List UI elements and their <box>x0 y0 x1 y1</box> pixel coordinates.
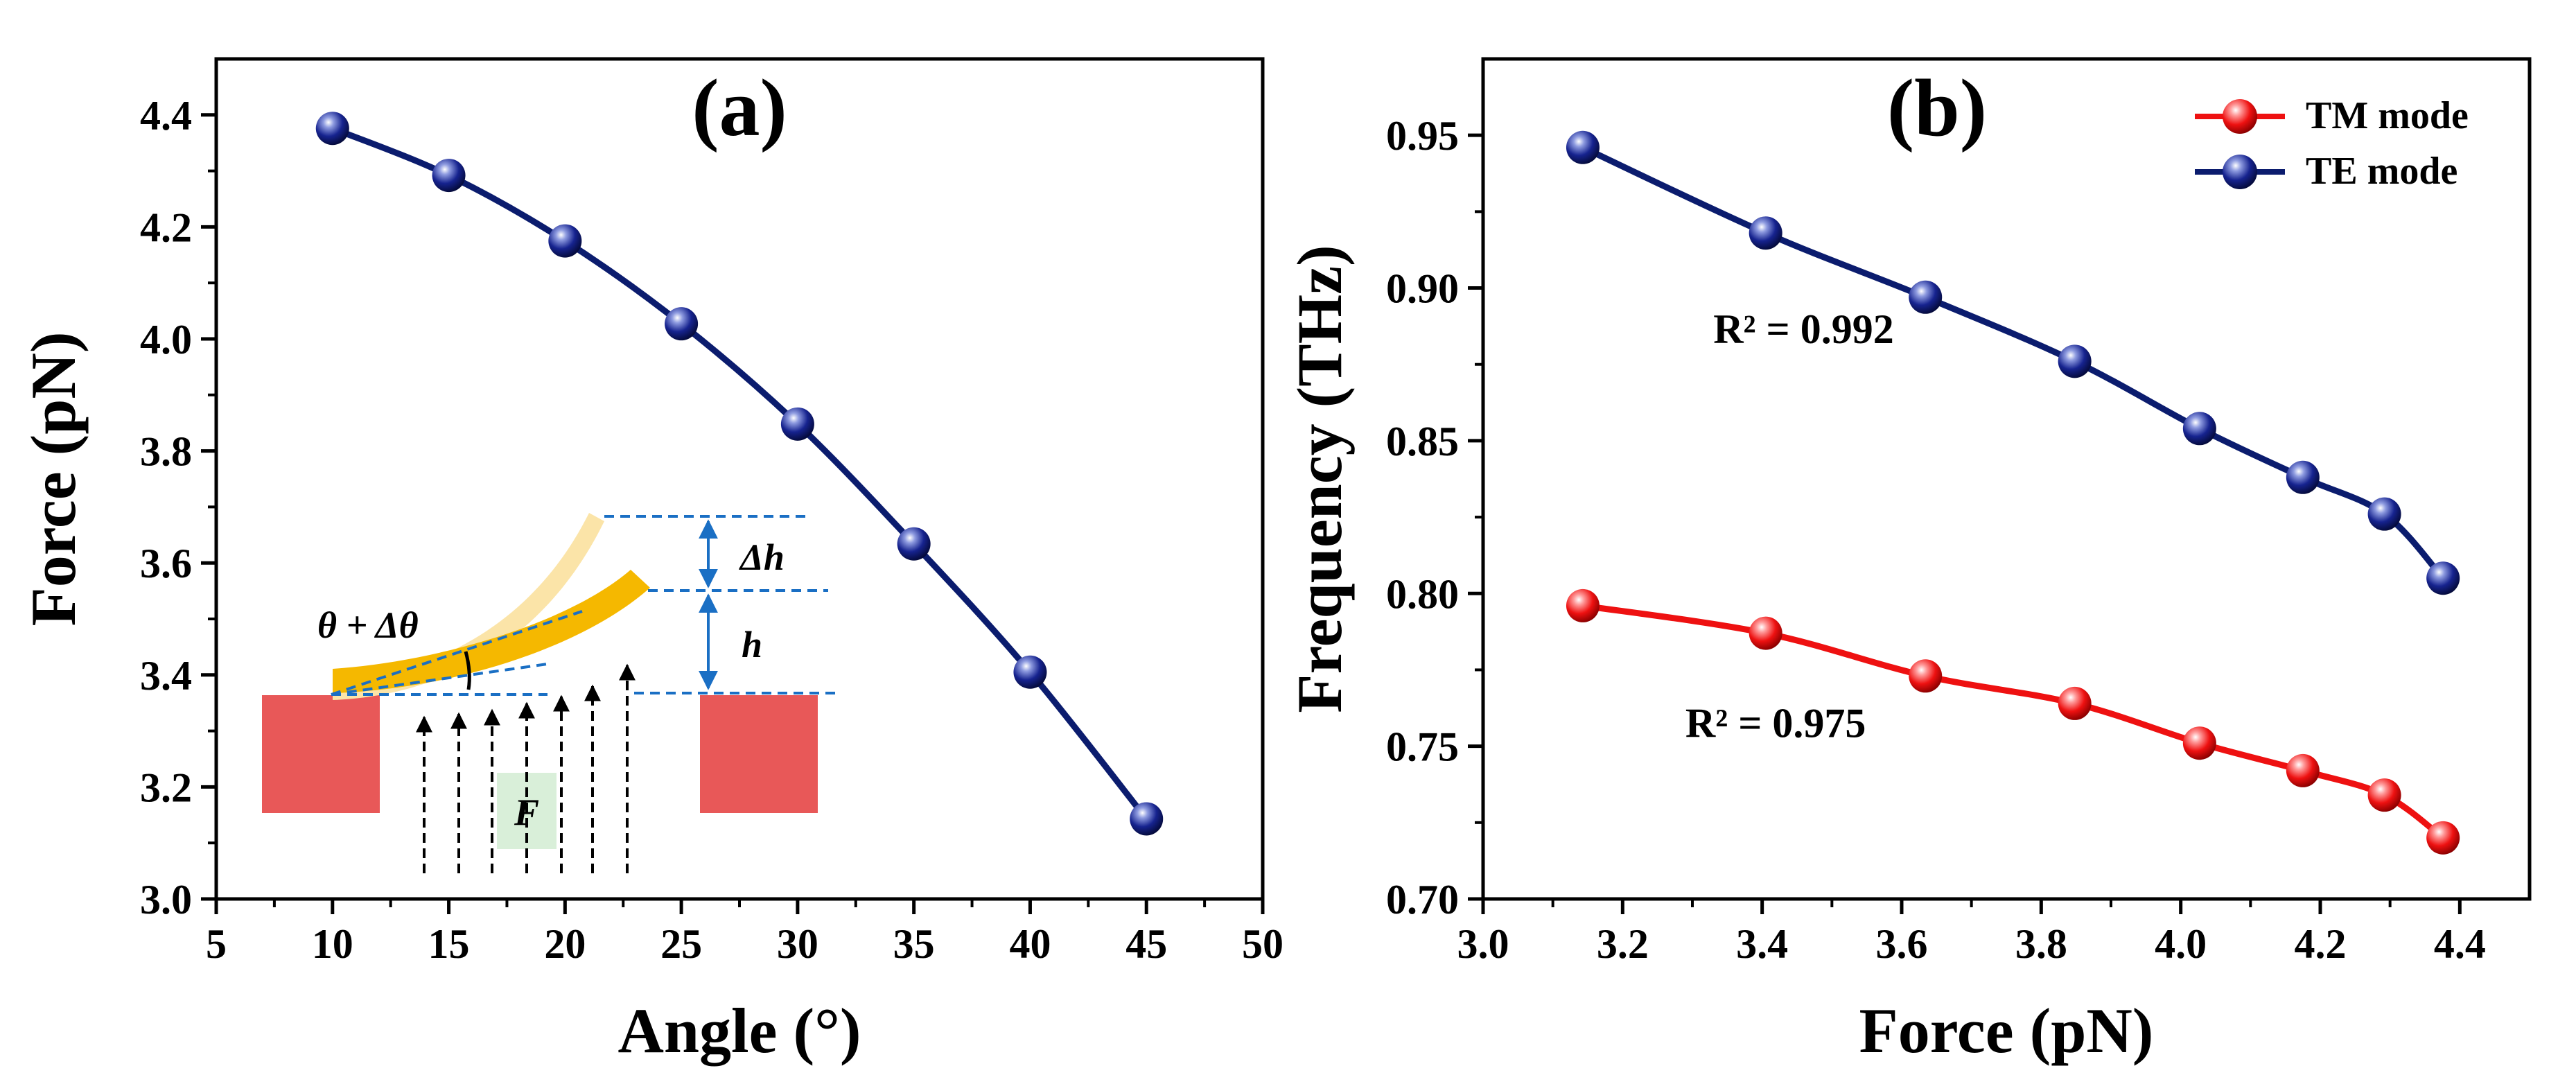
panel-a-x-tick-label: 25 <box>660 921 702 967</box>
panel-b-r-squared-annotation: R² = 0.975 <box>1685 700 1866 746</box>
h-label: h <box>742 624 762 665</box>
panel-b-ticks <box>1468 133 2462 914</box>
panel-a-series-point <box>665 307 699 341</box>
panel-a-y-tick-label: 3.8 <box>140 429 192 475</box>
force-label: F <box>514 792 539 833</box>
panel-a-frame <box>214 57 1265 901</box>
panel-a-series-point <box>432 159 466 193</box>
panel-a-y-tick-label: 4.0 <box>140 317 192 362</box>
panel-a-y-tick-label: 4.2 <box>140 204 192 250</box>
panel-b-x-tick-label: 3.0 <box>1457 921 1509 967</box>
panel-b-te-mode-point <box>2367 497 2401 531</box>
panel-b-te-mode-point <box>2426 561 2460 595</box>
angle-label: θ + Δθ <box>317 604 419 646</box>
panel-a-x-axis-label: Angle (°) <box>617 995 861 1066</box>
panel-b-x-tick-label: 3.2 <box>1597 921 1649 967</box>
panel-a-label: (a) <box>692 62 787 153</box>
cantilever-schematic: θ + Δθ Δh h F <box>262 513 839 873</box>
panel-b-y-tick-label: 0.95 <box>1386 113 1459 159</box>
panel-b-annotations: R² = 0.992 R² = 0.975 <box>1685 306 1894 746</box>
legend-tm-label: TM mode <box>2306 94 2469 137</box>
panel-b-tm-mode-point <box>2286 753 2320 787</box>
panel-a-x-tick-label: 50 <box>1242 921 1283 967</box>
panel-a-series-point <box>1013 655 1047 689</box>
panel-b-tm-mode-point <box>2367 778 2401 812</box>
beam <box>333 570 650 693</box>
left-support-block <box>262 695 380 813</box>
panel-b-y-tick-label: 0.70 <box>1386 877 1459 923</box>
panel-b-tm-mode-point <box>1566 588 1600 622</box>
panel-a-series <box>315 112 1164 836</box>
tangent-guide <box>331 610 583 696</box>
panel-a-y-tick-label: 3.4 <box>140 653 192 699</box>
panel-b-te-mode-point <box>2058 344 2092 378</box>
panel-b-y-tick-label: 0.80 <box>1386 571 1459 617</box>
panel-a-x-tick-label: 20 <box>544 921 586 967</box>
panel-a-series-point <box>897 527 931 561</box>
panel-a-y-tick-label: 3.2 <box>140 764 192 810</box>
panel-b-x-tick-label: 4.0 <box>2155 921 2207 967</box>
panel-a-x-tick-label: 35 <box>893 921 935 967</box>
panel-b-y-tick-label: 0.90 <box>1386 266 1459 312</box>
panel-b-tm-mode-point <box>2182 726 2216 760</box>
panel-a: 5 10 15 20 25 30 35 40 45 50 3.0 3.2 3.4 3.6 3.8 4.0 4.2… <box>18 57 1283 1066</box>
panel-b-y-axis-label: Frequency (THz) <box>1284 245 1355 713</box>
panel-a-x-tick-label: 30 <box>777 921 818 967</box>
panel-b-tm-mode-point <box>1749 616 1782 650</box>
panel-b-x-tick-label: 3.8 <box>2015 921 2067 967</box>
panel-b-x-tick-label: 4.2 <box>2295 921 2347 967</box>
panel-a-x-tick-label: 45 <box>1125 921 1167 967</box>
panel-a-x-tick-label: 10 <box>312 921 353 967</box>
panel-a-x-tick-label: 40 <box>1009 921 1051 967</box>
right-support-block <box>700 695 818 813</box>
panel-b-label: (b) <box>1887 62 1987 153</box>
panel-b-x-tick-label: 3.6 <box>1876 921 1928 967</box>
panel-a-y-tick-label: 3.6 <box>140 541 192 586</box>
panel-b-r-squared-annotation: R² = 0.992 <box>1713 306 1894 352</box>
panel-b-tick-labels: 3.0 3.2 3.4 3.6 3.8 4.0 4.2 4.4 0.70 0.75 0.80 0.85… <box>1386 113 2486 967</box>
panel-b-x-tick-label: 4.4 <box>2434 921 2486 967</box>
panel-b-y-tick-label: 0.75 <box>1386 724 1459 770</box>
panel-b-legend: TM mode TE mode <box>2195 94 2469 193</box>
panel-b-series <box>1566 130 2460 855</box>
panel-a-y-axis-label: Force (pN) <box>18 332 89 627</box>
panel-b-frame <box>1481 57 2532 901</box>
panel-b-te-mode-point <box>2182 412 2216 446</box>
delta-h-label: Δh <box>739 536 785 578</box>
panel-a-series-point <box>315 112 349 146</box>
panel-b: 3.0 3.2 3.4 3.6 3.8 4.0 4.2 4.4 0.70 0.75 0.80 0.85… <box>1284 57 2532 1066</box>
panel-b-tm-mode-point <box>2426 821 2460 855</box>
panel-a-y-tick-label: 4.4 <box>140 93 192 139</box>
legend-te-marker <box>2223 155 2257 189</box>
panel-a-series-point <box>780 407 814 441</box>
force-arrows <box>416 663 636 873</box>
panel-a-x-tick-label: 5 <box>206 921 227 967</box>
panel-b-x-tick-label: 3.4 <box>1736 921 1788 967</box>
initial-tangent-guide <box>331 663 548 696</box>
panel-b-x-axis-label: Force (pN) <box>1859 995 2154 1066</box>
panel-b-te-mode-point <box>2286 460 2320 494</box>
angle-arc <box>464 651 471 690</box>
panel-b-tm-mode-point <box>2058 686 2092 720</box>
panel-a-x-tick-label: 15 <box>428 921 470 967</box>
panel-a-y-tick-label: 3.0 <box>140 877 192 923</box>
panel-b-tm-mode-point <box>1909 659 1943 693</box>
panel-b-te-mode-line <box>1581 144 2446 581</box>
panel-a-series-point <box>1130 802 1164 836</box>
legend-te-label: TE mode <box>2306 150 2457 193</box>
panel-b-te-mode-point <box>1909 280 1943 314</box>
panel-b-te-mode-point <box>1566 130 1600 164</box>
panel-b-te-mode-point <box>1749 216 1782 250</box>
legend-tm-marker <box>2223 99 2257 134</box>
panel-a-series-point <box>548 224 582 258</box>
panel-b-y-tick-label: 0.85 <box>1386 419 1459 464</box>
panel-a-tick-labels: 5 10 15 20 25 30 35 40 45 50 3.0 3.2 3.4 3.6 3.8 4.0 4.2… <box>140 93 1283 967</box>
